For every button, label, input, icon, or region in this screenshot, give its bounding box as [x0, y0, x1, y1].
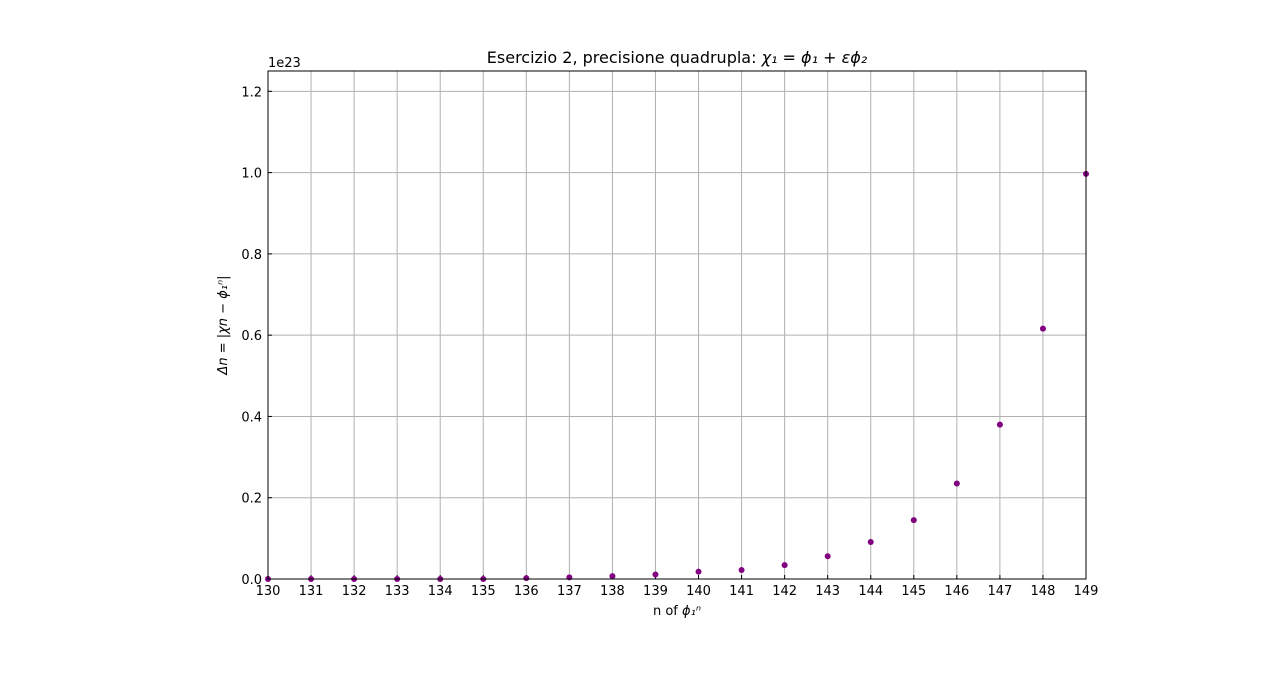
- x-tick-label: 145: [901, 584, 926, 599]
- y-offset-label: 1e23: [268, 56, 301, 71]
- y-tick-label: 1.2: [241, 85, 262, 100]
- x-tick-label: 144: [858, 584, 883, 599]
- data-point: [867, 539, 874, 546]
- data-point: [609, 573, 616, 580]
- x-tick-label: 148: [1031, 584, 1056, 599]
- y-tick-label: 0.6: [241, 329, 262, 344]
- data-point: [996, 421, 1003, 428]
- data-point: [824, 553, 831, 560]
- plot-frame: [267, 70, 1087, 580]
- x-axis-label: n of ϕ₁ⁿ: [653, 604, 701, 619]
- x-tick-label: 146: [944, 584, 969, 599]
- x-tick-label: 140: [686, 584, 711, 599]
- x-tick-label: 132: [342, 584, 367, 599]
- data-point: [1039, 325, 1046, 332]
- data-point: [910, 517, 917, 524]
- x-tick-label: 143: [815, 584, 840, 599]
- chart-title: Esercizio 2, precisione quadrupla: χ₁ = …: [487, 48, 868, 67]
- x-tick-label: 137: [557, 584, 582, 599]
- data-point: [652, 571, 659, 578]
- x-tick-label: 131: [299, 584, 324, 599]
- data-point: [953, 480, 960, 487]
- x-tick-label: 133: [385, 584, 410, 599]
- y-tick-label: 0.0: [241, 573, 262, 588]
- x-tick-label: 147: [987, 584, 1012, 599]
- data-point: [781, 562, 788, 569]
- x-tick-label: 134: [428, 584, 453, 599]
- data-point: [523, 575, 530, 582]
- x-tick-label: 139: [643, 584, 668, 599]
- data-point: [738, 567, 745, 574]
- x-tick-label: 135: [471, 584, 496, 599]
- y-tick-label: 1.0: [241, 167, 262, 182]
- x-tick-label: 136: [514, 584, 539, 599]
- y-axis-label: Δn = |χn − ϕ₁ⁿ|: [216, 275, 231, 375]
- x-tick-label: 130: [256, 584, 281, 599]
- y-tick-label: 0.2: [241, 492, 262, 507]
- data-point: [695, 568, 702, 575]
- x-tick-label: 138: [600, 584, 625, 599]
- x-axis-ticks: 130 131 132 133 134 135 136 137 138 139 140 141 142 1…: [256, 575, 1099, 599]
- x-tick-label: 149: [1074, 584, 1099, 599]
- y-tick-label: 0.8: [241, 248, 262, 263]
- y-axis-ticks: 0.0 0.2 0.4 0.6 0.8 1.0 1.2: [241, 85, 272, 588]
- x-tick-label: 142: [772, 584, 797, 599]
- y-tick-label: 0.4: [241, 410, 262, 425]
- x-tick-label: 141: [729, 584, 754, 599]
